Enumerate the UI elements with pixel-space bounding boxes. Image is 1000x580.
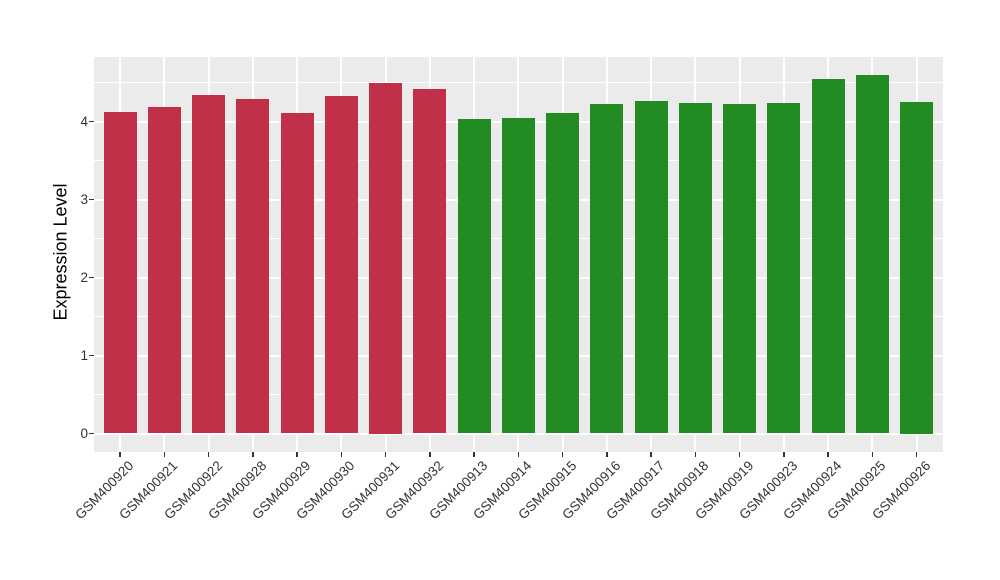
bar-GSM400929 [280,112,314,434]
x-tick-mark [429,452,431,457]
bar-GSM400923 [767,102,801,434]
y-tick-mark [89,354,94,357]
bar-GSM400919 [723,103,756,434]
bar-GSM400932 [413,88,447,434]
bar-GSM400913 [457,119,491,434]
y-tick-label-1: 1 [80,347,88,363]
x-tick-mark [606,452,608,457]
bar-GSM400916 [590,103,624,434]
x-tick-mark [738,452,741,457]
x-tick-mark [119,452,121,457]
plot-panel [94,57,943,452]
x-tick-mark [517,452,519,457]
x-tick-mark [650,452,652,457]
y-tick-mark [89,198,94,201]
bar-GSM400921 [147,107,181,434]
x-tick-mark [871,452,873,457]
x-tick-mark [207,452,210,457]
x-tick-mark [384,452,387,457]
bar-GSM400931 [369,82,402,434]
x-tick-mark [340,452,342,457]
bar-GSM400924 [811,78,845,434]
y-tick-mark [89,432,94,435]
bar-GSM400917 [634,101,668,434]
x-tick-mark [783,452,785,457]
y-tick-label-0: 0 [80,425,88,441]
y-tick-label-2: 2 [80,269,88,285]
bar-GSM400918 [678,102,712,434]
bar-GSM400920 [103,112,137,434]
x-tick-mark [252,452,254,457]
bar-GSM400925 [855,74,889,434]
x-tick-mark [694,452,696,457]
bar-GSM400922 [192,94,225,434]
y-tick-label-4: 4 [80,113,88,129]
x-tick-mark [473,452,475,457]
bar-GSM400926 [900,102,933,434]
y-tick-mark [89,120,94,123]
x-tick-mark [296,452,298,457]
y-tick-mark [89,276,94,279]
bar-GSM400930 [324,95,358,434]
bar-GSM400914 [501,117,535,434]
x-tick-mark [827,452,829,457]
x-tick-mark [163,452,165,457]
x-tick-mark [915,452,918,457]
bar-GSM400928 [236,98,270,434]
y-tick-label-3: 3 [80,191,88,207]
x-tick-mark [561,452,564,457]
bar-GSM400915 [546,112,579,434]
